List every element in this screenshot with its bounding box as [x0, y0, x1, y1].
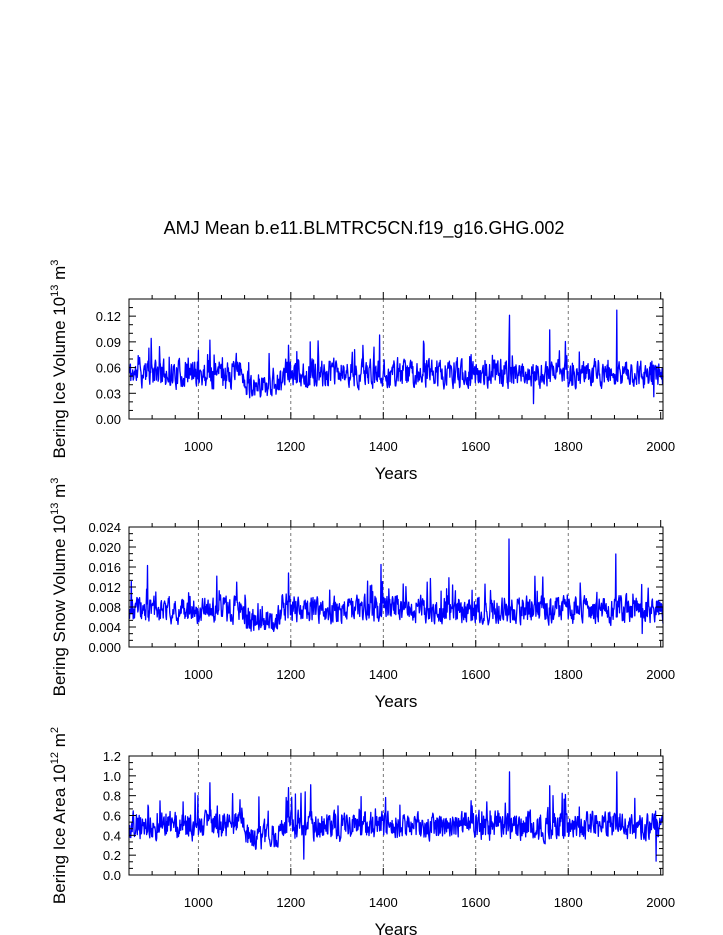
plot-frame [128, 526, 664, 648]
y-tick-label: 0.03 [96, 386, 121, 401]
y-tick-label: 0.004 [88, 620, 121, 635]
y-tick-label: 0.012 [88, 580, 121, 595]
y-axis-label: Bering Ice Volume 1013 m3 [49, 260, 69, 459]
x-tick-label: 2000 [646, 895, 675, 910]
y-axis-label-unit: m [50, 266, 69, 285]
panel-2: 1000 1200 1400 1600 1800 2000 0.000 0.004 0.008 0… [49, 478, 675, 711]
x-tick-label: 1800 [554, 895, 583, 910]
y-axis-label: Bering Snow Volume 1013 m3 [49, 478, 69, 697]
y-axis-label-text: Bering Snow Volume 10 [50, 515, 69, 696]
y-tick-label: 1.0 [103, 769, 121, 784]
panel-1: 1000 1200 1400 1600 1800 2000 0.00 0.03 0.06 0.09… [49, 260, 675, 483]
y-axis-label-unit-exponent: 3 [49, 478, 61, 484]
y-axis-label-exponent: 13 [49, 285, 61, 297]
y-axis-label-exponent: 12 [49, 752, 61, 764]
y-tick-label: 0.09 [96, 335, 121, 350]
y-tick-label: 1.2 [103, 749, 121, 764]
x-axis-label: Years [375, 692, 418, 711]
y-tick-label: 0.016 [88, 560, 121, 575]
x-tick-label: 1000 [184, 895, 213, 910]
x-tick-label: 1000 [184, 667, 213, 682]
y-axis-label-unit-exponent: 3 [49, 260, 61, 266]
x-tick-label: 2000 [646, 667, 675, 682]
x-axis-label: Years [375, 464, 418, 483]
x-axis-label: Years [375, 920, 418, 935]
x-tick-label: 1400 [369, 667, 398, 682]
x-tick-label: 1800 [554, 439, 583, 454]
x-tick-label: 1000 [184, 439, 213, 454]
y-axis-label: Bering Ice Area 1012 m2 [49, 727, 69, 904]
y-tick-label: 0.0 [103, 868, 121, 883]
x-tick-label: 1600 [461, 895, 490, 910]
series-line [128, 771, 664, 862]
y-tick-label: 0.12 [96, 309, 121, 324]
panels-container: 1000 1200 1400 1600 1800 20000.000.030.060.09… [49, 260, 675, 935]
series-line [128, 538, 664, 635]
y-tick-label: 0.00 [96, 412, 121, 427]
y-tick-label: 0.06 [96, 361, 121, 376]
x-tick-label: 1600 [461, 439, 490, 454]
x-tick-label: 1200 [276, 439, 305, 454]
y-tick-label: 0.008 [88, 600, 121, 615]
x-tick-label: 1400 [369, 895, 398, 910]
y-axis-label-exponent: 13 [49, 503, 61, 515]
y-axis-label-text: Bering Ice Volume 10 [50, 297, 69, 459]
panel-3: 1000 1200 1400 1600 1800 2000 0.0 0.2 0.4 0.6 0.8 1… [49, 727, 675, 935]
y-axis-label-text: Bering Ice Area 10 [50, 764, 69, 904]
y-tick-label: 0.2 [103, 848, 121, 863]
x-tick-label: 1600 [461, 667, 490, 682]
chart-title: AMJ Mean b.e11.BLMTRC5CN.f19_g16.GHG.002 [164, 218, 565, 239]
y-axis-label-unit-exponent: 2 [49, 727, 61, 733]
y-axis-label-unit: m [50, 484, 69, 503]
x-tick-label: 1400 [369, 439, 398, 454]
x-tick-label: 1200 [276, 895, 305, 910]
series-line [128, 309, 664, 405]
y-tick-label: 0.8 [103, 789, 121, 804]
y-tick-label: 0.6 [103, 809, 121, 824]
y-tick-label: 0.000 [88, 640, 121, 655]
x-tick-label: 2000 [646, 439, 675, 454]
y-tick-label: 0.020 [88, 540, 121, 555]
x-tick-label: 1800 [554, 667, 583, 682]
y-axis-label-unit: m [50, 733, 69, 752]
y-tick-label: 0.4 [103, 828, 121, 843]
x-tick-label: 1200 [276, 667, 305, 682]
y-tick-label: 0.024 [88, 520, 121, 535]
